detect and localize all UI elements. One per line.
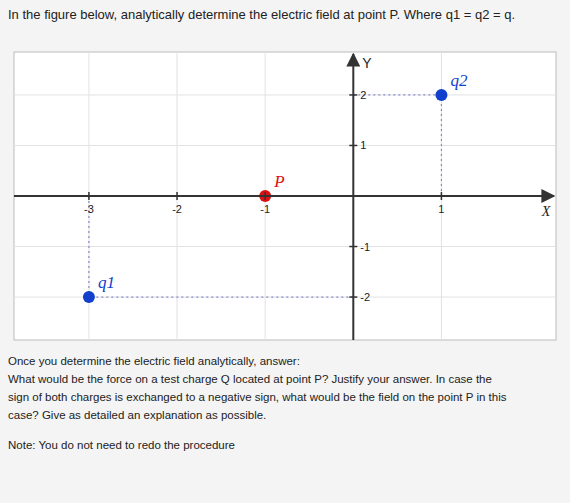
x-axis-label: X (541, 204, 551, 219)
plot: -3 -2 -1 1 -2 -1 1 2 X Yq1 q2 P (8, 46, 562, 346)
grid-line-y (14, 145, 556, 146)
x-tick-label: -2 (172, 203, 182, 215)
y-tick-label: 1 (360, 139, 366, 151)
point-label: q1 (98, 273, 115, 292)
point-label: P (273, 172, 284, 191)
y-tick (349, 246, 357, 248)
annotation: What would be the force on a test charge… (8, 370, 564, 388)
plot-frame (14, 52, 556, 340)
x-tick (88, 192, 90, 200)
guide-line (89, 296, 353, 297)
x-tick-label: -1 (260, 203, 270, 215)
guide-line (353, 94, 441, 95)
annotation: Once you determine the electric field an… (8, 352, 564, 370)
grid-line-y (14, 246, 556, 247)
y-tick (349, 145, 357, 147)
grid-line-y (14, 94, 556, 95)
y-axis-label: Y (362, 55, 372, 71)
x-tick (264, 192, 266, 200)
y-tick (349, 94, 357, 96)
point (83, 291, 95, 303)
y-tick (349, 296, 357, 298)
point (435, 89, 447, 101)
x-axis (14, 195, 554, 197)
x-tick-label: 1 (438, 203, 444, 215)
annotation: case? Give as detailed an explanation as… (8, 406, 564, 424)
plot-area (14, 52, 556, 340)
x-tick-label: -3 (84, 203, 94, 215)
x-tick (441, 192, 443, 200)
title: In the figure below, analytically determ… (8, 6, 562, 23)
y-tick-label: -2 (360, 291, 370, 303)
x-tick (176, 192, 178, 200)
y-tick-label: -1 (360, 241, 370, 253)
grid-line-y (14, 297, 556, 298)
guide-line (441, 95, 442, 196)
point-label: q2 (450, 71, 468, 90)
annotation: Note: You do not need to redo the proced… (8, 436, 564, 454)
y-tick-label: 2 (360, 89, 366, 101)
notes-box: Once you determine the electric field an… (8, 352, 564, 454)
annotation: sign of both charges is exchanged to a n… (8, 388, 564, 406)
plot-box: -3 -2 -1 1 -2 -1 1 2 X Yq1 q2 P (8, 46, 562, 350)
